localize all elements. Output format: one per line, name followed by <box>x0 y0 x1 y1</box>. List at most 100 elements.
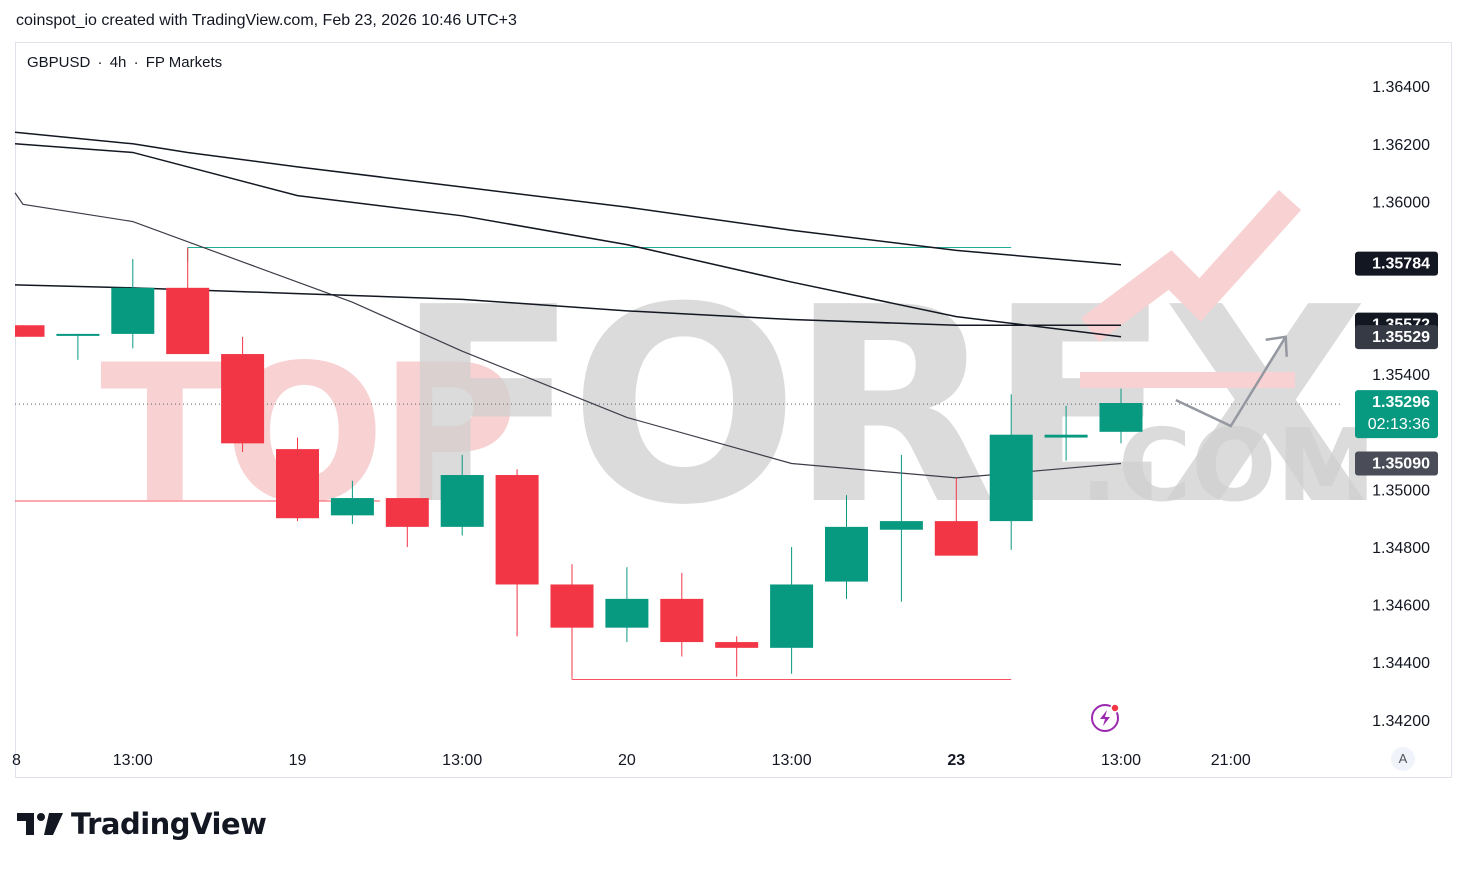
candle <box>495 469 539 637</box>
time-tick-label: 13:00 <box>772 752 812 769</box>
candle-body <box>221 354 265 444</box>
price-tick-label: 1.34800 <box>1372 540 1430 557</box>
price-tick-label: 1.35400 <box>1372 367 1430 384</box>
moving-average-line <box>14 192 1122 479</box>
candle <box>550 564 594 677</box>
alert-icon[interactable] <box>1091 703 1120 732</box>
tradingview-brand[interactable]: TradingView <box>17 806 267 842</box>
candle-body <box>605 598 649 628</box>
projection-arrow <box>1175 335 1288 428</box>
time-tick-label: 8 <box>12 752 21 769</box>
time-tick-label: 20 <box>618 752 636 769</box>
time-axis[interactable]: 8 13:00 19 13:00 20 13:00 23 13:00 21:00 <box>12 752 1251 769</box>
moving-average-line <box>14 284 1121 327</box>
time-tick-label: 13:00 <box>442 752 482 769</box>
candle <box>879 454 923 602</box>
price-label-countdown: 02:13:36 <box>1368 416 1430 433</box>
candle-body <box>550 584 594 628</box>
candle <box>276 437 319 522</box>
arrow-path <box>1175 336 1287 428</box>
price-label-value: 1.35296 <box>1372 394 1430 411</box>
price-tick-label: 1.34600 <box>1372 598 1430 615</box>
candle <box>15 325 45 337</box>
watermark-underline <box>1080 372 1295 388</box>
price-label-value: 1.35784 <box>1372 256 1430 273</box>
legend-separator: · <box>133 54 139 71</box>
price-label-bg <box>1355 325 1438 350</box>
candle <box>989 394 1033 550</box>
price-label-value: 1.35090 <box>1372 456 1430 473</box>
candle <box>825 495 868 599</box>
candle <box>660 572 704 657</box>
price-axis[interactable]: 1.36400 1.36200 1.36000 1.35400 1.35000 1.348… <box>1372 79 1430 730</box>
candle-body <box>825 526 868 582</box>
time-tick-label: 13:00 <box>1101 752 1141 769</box>
candle-body <box>715 642 759 648</box>
candle <box>770 547 814 674</box>
candle-body <box>1099 403 1143 432</box>
price-tick-label: 1.36400 <box>1372 79 1430 96</box>
price-tick-label: 1.34400 <box>1372 655 1430 672</box>
watermark-trend-icon <box>1081 189 1302 342</box>
time-tick-label: 23 <box>947 752 965 769</box>
auto-scale-button[interactable]: A <box>1391 747 1415 771</box>
price-tick-label: 1.36200 <box>1372 137 1430 154</box>
candle <box>440 454 484 536</box>
symbol-legend[interactable]: GBPUSD · 4h · FP Markets <box>27 54 225 71</box>
candle-body <box>989 434 1033 522</box>
candle <box>166 247 210 355</box>
candle <box>934 477 978 556</box>
time-tick-label: 21:00 <box>1211 752 1251 769</box>
candle <box>715 636 759 677</box>
candle-body <box>660 598 704 643</box>
price-label: 1.35296 02:13:36 <box>1355 390 1438 439</box>
exchange-label: FP Markets <box>145 54 223 71</box>
candle-body <box>276 449 319 519</box>
moving-average-line <box>14 131 1122 266</box>
price-tick-label: 1.36000 <box>1372 194 1430 211</box>
price-label-bg <box>1355 390 1438 439</box>
price-label: 1.35784 <box>1355 251 1438 276</box>
price-tick-label: 1.35000 <box>1372 482 1430 499</box>
candle <box>605 567 649 643</box>
candle-body <box>385 498 429 527</box>
candle-body <box>15 325 45 337</box>
price-label: 1.35529 <box>1355 325 1438 350</box>
time-tick-label: 19 <box>289 752 307 769</box>
symbol-name: GBPUSD <box>27 54 91 71</box>
moving-average-line <box>14 143 1122 338</box>
candle-body <box>440 475 484 527</box>
chart-frame <box>15 42 1452 778</box>
arrow-head <box>1265 335 1288 357</box>
time-tick-label: 13:00 <box>113 752 153 769</box>
interval-label: 4h <box>109 54 127 71</box>
candle-body <box>56 333 100 336</box>
candle <box>1044 405 1088 461</box>
candle-body <box>495 475 539 585</box>
candle-body <box>166 287 210 355</box>
legend-separator: · <box>97 54 103 71</box>
candle-body <box>934 521 978 556</box>
price-label: 1.35090 <box>1355 451 1438 476</box>
price-labels-layer: 1.357841.355721.355291.3529602:13:361.35… <box>1355 251 1438 476</box>
candle <box>111 259 155 349</box>
candle <box>221 336 265 452</box>
price-label-value: 1.35529 <box>1372 329 1430 346</box>
price-tick-label: 1.34200 <box>1372 713 1430 730</box>
price-label-bg <box>1355 451 1438 476</box>
candle-body <box>879 521 923 530</box>
candle <box>56 333 100 360</box>
candles-layer <box>15 247 1143 677</box>
candle-body <box>111 287 155 334</box>
candle-body <box>1044 434 1088 438</box>
candle-body <box>330 498 374 516</box>
moving-averages-layer <box>14 131 1122 479</box>
candle <box>1099 388 1143 444</box>
tradingview-logo-icon <box>17 813 63 835</box>
chart-caption: coinspot_io created with TradingView.com… <box>16 12 517 29</box>
brand-name: TradingView <box>71 807 267 841</box>
price-label-bg <box>1355 251 1438 276</box>
candle-body <box>770 584 814 648</box>
